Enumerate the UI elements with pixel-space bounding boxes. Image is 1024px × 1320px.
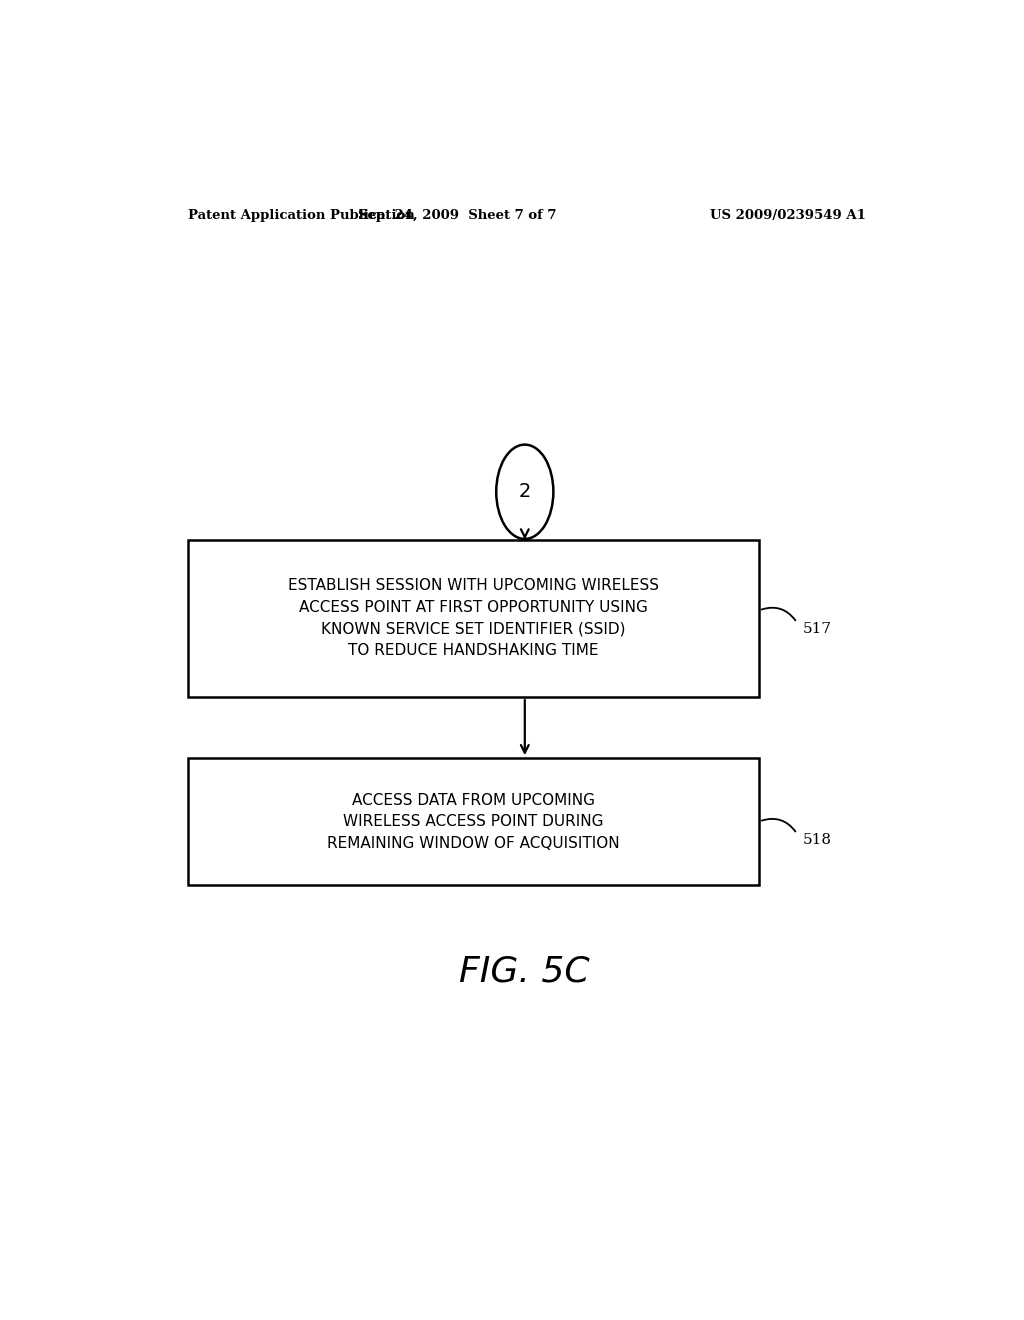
Text: ACCESS DATA FROM UPCOMING
WIRELESS ACCESS POINT DURING
REMAINING WINDOW OF ACQUI: ACCESS DATA FROM UPCOMING WIRELESS ACCES… — [327, 792, 620, 850]
Text: 517: 517 — [803, 622, 831, 636]
Text: US 2009/0239549 A1: US 2009/0239549 A1 — [711, 209, 866, 222]
Text: Sep. 24, 2009  Sheet 7 of 7: Sep. 24, 2009 Sheet 7 of 7 — [358, 209, 557, 222]
Text: 2: 2 — [518, 482, 531, 502]
Bar — [187, 758, 759, 886]
Bar — [187, 540, 759, 697]
Text: FIG. 5C: FIG. 5C — [460, 954, 590, 989]
Text: 518: 518 — [803, 833, 831, 847]
Text: Patent Application Publication: Patent Application Publication — [187, 209, 415, 222]
Text: ESTABLISH SESSION WITH UPCOMING WIRELESS
ACCESS POINT AT FIRST OPPORTUNITY USING: ESTABLISH SESSION WITH UPCOMING WIRELESS… — [288, 578, 658, 659]
